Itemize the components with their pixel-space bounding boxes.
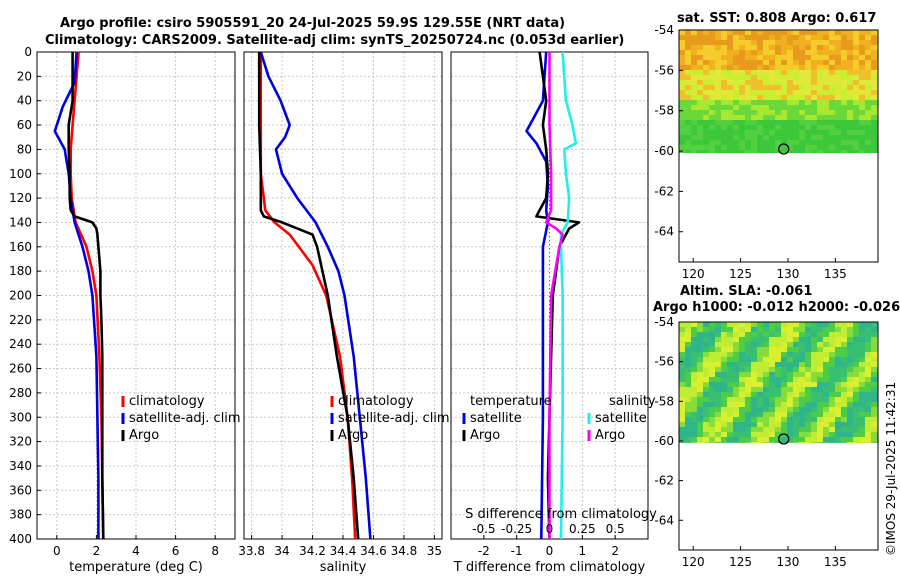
diff-series-s-satellite <box>559 51 578 540</box>
sla-map-xtick-label: 130 <box>777 555 800 569</box>
diff-xtick-label: -1 <box>511 544 523 558</box>
sal-xtick-label: 33.8 <box>238 544 265 558</box>
sla-map-ytick-label: -62 <box>654 474 674 488</box>
sst-map-xtick-label: 135 <box>824 267 847 281</box>
sal-legend-satellite-label: satellite-adj. clim <box>338 411 450 426</box>
sla-map-xtick-label: 120 <box>682 555 705 569</box>
sal-xtick-label: 34.8 <box>391 544 418 558</box>
diff-xtick-label: -2 <box>478 544 490 558</box>
sla-map-title-line2: Argo h1000: -0.012 h2000: -0.026 <box>653 300 900 315</box>
temp-legend-argo-label: Argo <box>129 428 159 443</box>
diff-top-xtick-label: 0 <box>546 522 554 536</box>
ytick-label: 320 <box>9 435 32 449</box>
sal-xtick-label: 35 <box>427 544 442 558</box>
temp-xtick-label: 4 <box>132 544 140 558</box>
diff-legend-t-satellite-label: satellite <box>470 411 522 426</box>
ytick-label: 120 <box>9 191 32 205</box>
diff-xtick-label: 2 <box>611 544 619 558</box>
ytick-label: 200 <box>9 289 32 303</box>
ytick-label: 20 <box>17 69 32 83</box>
diff-top-xtick-label: 0.25 <box>569 522 596 536</box>
sst-map-ytick-label: -56 <box>654 63 674 77</box>
ytick-label: 260 <box>9 362 32 376</box>
sla-map-ytick-label: -64 <box>654 513 674 527</box>
diff-xlabel: T difference from climatology <box>453 560 646 575</box>
diff-top-xtick-label: -0.25 <box>501 522 532 536</box>
sla-map-ytick-label: -60 <box>654 434 674 448</box>
sla-map-xtick-label: 135 <box>824 555 847 569</box>
diff-xtick-label: 0 <box>546 544 554 558</box>
sst-map-xtick-label: 120 <box>682 267 705 281</box>
sal-xlabel: salinity <box>320 560 367 575</box>
sal-xtick-label: 34.4 <box>330 544 357 558</box>
sal-legend-climatology-label: climatology <box>338 394 414 409</box>
diff-top-xtick-label: -0.5 <box>472 522 495 536</box>
diff-legend-s-satellite-label: satellite <box>595 411 647 426</box>
sla-map-ytick-label: -58 <box>654 394 674 408</box>
sal-series-argo <box>257 52 360 540</box>
ytick-label: 400 <box>9 532 32 546</box>
temp-legend-climatology-label: climatology <box>129 394 205 409</box>
temp-xtick-label: 8 <box>211 544 219 558</box>
diff-legend-t-argo-label: Argo <box>470 428 500 443</box>
sst-map-title: sat. SST: 0.808 Argo: 0.617 <box>677 11 877 26</box>
figure-title-line2: Climatology: CARS2009. Satellite-adj cli… <box>45 33 625 48</box>
ytick-label: 340 <box>9 459 32 473</box>
ytick-label: 60 <box>17 118 32 132</box>
sal-xtick-label: 34.6 <box>360 544 387 558</box>
sal-series-satellite-adj-clim <box>259 51 372 540</box>
ytick-label: 80 <box>17 142 32 156</box>
ytick-label: 100 <box>9 167 32 181</box>
diff-xtick-label: 1 <box>579 544 587 558</box>
sal-xtick-label: 34 <box>274 544 289 558</box>
ytick-label: 40 <box>17 94 32 108</box>
figure-title-line1: Argo profile: csiro 5905591_20 24-Jul-20… <box>60 16 566 31</box>
sla-map-ytick-label: -56 <box>654 355 674 369</box>
temp-xtick-label: 6 <box>172 544 180 558</box>
temp-xtick-label: 0 <box>53 544 61 558</box>
ytick-label: 300 <box>9 410 32 424</box>
ytick-label: 380 <box>9 508 32 522</box>
temp-xlabel: temperature (deg C) <box>69 560 203 575</box>
sla-map-argo-marker <box>778 433 790 445</box>
sst-map-xtick-label: 125 <box>729 267 752 281</box>
ytick-label: 0 <box>24 45 32 59</box>
sst-map-ytick-label: -64 <box>654 225 674 239</box>
temp-legend-satellite-label: satellite-adj. clim <box>129 411 241 426</box>
diff-legend-salinity-title: salinity <box>609 394 656 409</box>
ytick-label: 280 <box>9 386 32 400</box>
temp-series-argo <box>67 52 105 540</box>
diff-series-s-argo <box>544 52 564 539</box>
ytick-label: 140 <box>9 215 32 229</box>
ytick-label: 180 <box>9 264 32 278</box>
sst-map-ytick-label: -58 <box>654 104 674 118</box>
sst-map-image <box>679 30 878 154</box>
ytick-label: 160 <box>9 240 32 254</box>
diff-legend-temperature-title: temperature <box>470 394 552 409</box>
sal-legend-argo-label: Argo <box>338 428 368 443</box>
temp-series-satellite-adj-clim <box>53 51 100 539</box>
diff-top-xlabel: S difference from climatology <box>465 507 657 522</box>
sla-map-axes-frame <box>678 321 879 551</box>
sla-map-ytick-label: -54 <box>654 315 674 329</box>
sal-xtick-label: 34.2 <box>299 544 326 558</box>
sla-map-title-line1: Altim. SLA: -0.061 <box>680 284 813 299</box>
sst-map-ytick-label: -62 <box>654 184 674 198</box>
temp-xtick-label: 2 <box>93 544 101 558</box>
sla-map-image <box>679 322 878 443</box>
sst-map-axes-frame <box>678 29 879 263</box>
sst-map-xtick-label: 130 <box>777 267 800 281</box>
ytick-label: 240 <box>9 337 32 351</box>
diff-legend-s-argo-label: Argo <box>595 428 625 443</box>
ytick-label: 360 <box>9 483 32 497</box>
diff-top-xtick-label: 0.5 <box>606 522 625 536</box>
ytick-label: 220 <box>9 313 32 327</box>
sst-map-ytick-label: -60 <box>654 144 674 158</box>
sst-map-argo-marker <box>778 143 790 155</box>
sla-map-xtick-label: 125 <box>729 555 752 569</box>
sst-map-ytick-label: -54 <box>654 23 674 37</box>
